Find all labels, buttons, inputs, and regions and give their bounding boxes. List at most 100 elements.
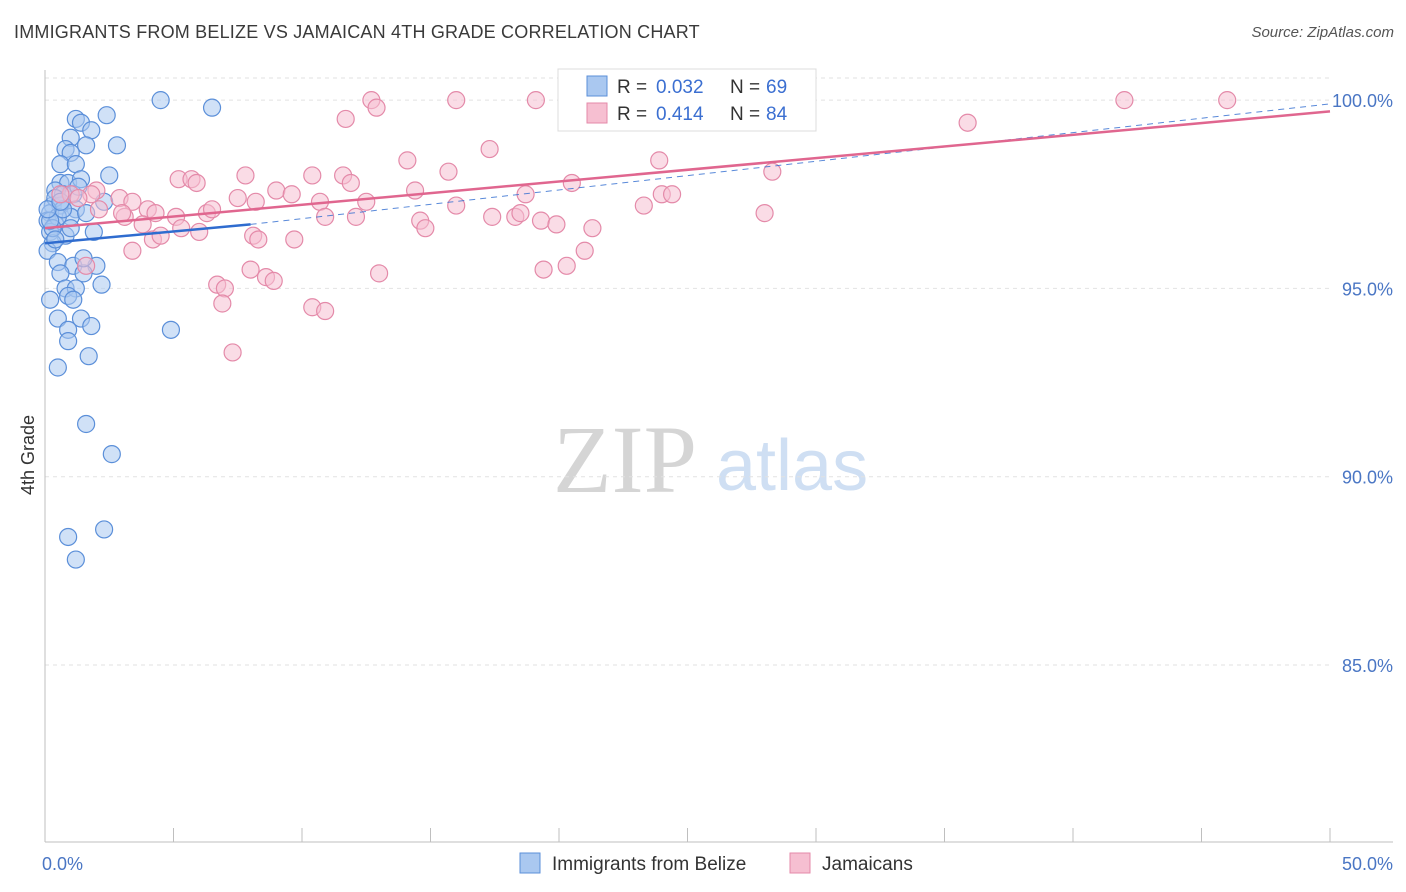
belize-point (151, 91, 170, 110)
jamaican-point (534, 260, 553, 279)
series-legend-label-jamaican: Jamaicans (822, 854, 913, 875)
jamaican-point (123, 192, 142, 211)
jamaican-trend-line (44, 110, 1331, 230)
belize-point (66, 550, 85, 569)
jamaican-point (958, 113, 977, 132)
jamaican-point (755, 204, 774, 223)
legend-swatch-belize (586, 75, 608, 97)
legend-r-label-jamaican: R = (617, 104, 647, 125)
belize-point (59, 332, 78, 351)
jamaican-point (77, 256, 96, 275)
jamaican-point (285, 230, 304, 249)
belize-point (48, 309, 67, 328)
legend-n-value-jamaican: 84 (766, 104, 788, 125)
jamaican-point (447, 196, 466, 215)
jamaican-point (215, 279, 234, 298)
jamaican-point (634, 196, 653, 215)
belize-point (95, 520, 114, 539)
jamaican-point (69, 188, 88, 208)
series-legend-label-belize: Immigrants from Belize (552, 854, 746, 875)
stats-legend: R = 0.032 N = 69 R = 0.414 N = 84 (557, 68, 817, 132)
belize-point (102, 445, 121, 464)
jamaican-point (336, 109, 355, 129)
jamaican-point (316, 301, 335, 321)
y-tick-label: 100.0% (1332, 91, 1393, 111)
jamaican-point (246, 192, 265, 211)
jamaican-point (405, 181, 425, 200)
series-legend-swatch-belize (519, 852, 541, 874)
jamaican-point (483, 207, 502, 226)
belize-point (79, 347, 98, 366)
legend-r-value-belize: 0.032 (656, 77, 704, 98)
legend-swatch-jamaican (586, 102, 608, 124)
jamaican-point (112, 204, 132, 223)
legend-n-label-belize: N = (730, 77, 760, 98)
jamaican-point (526, 91, 545, 110)
belize-point (64, 290, 83, 309)
belize-point (51, 155, 70, 174)
jamaican-point (662, 185, 682, 204)
jamaican-point (190, 222, 209, 242)
y-tick-label: 85.0% (1342, 656, 1393, 676)
jamaican-point (357, 192, 376, 211)
jamaican-point (1115, 91, 1134, 110)
legend-r-label-belize: R = (617, 77, 647, 98)
jamaican-point (447, 91, 466, 110)
jamaican-point (187, 173, 206, 193)
watermark: ZIP atlas (553, 406, 868, 513)
belize-point (82, 121, 101, 140)
belize-point (77, 414, 96, 434)
jamaican-point (370, 264, 389, 283)
belize-point (48, 358, 67, 377)
belize-point (82, 316, 101, 336)
jamaican-point (264, 271, 283, 290)
series-legend-swatch-jamaican (789, 852, 811, 874)
jamaican-point (367, 98, 386, 117)
legend-n-value-belize: 69 (766, 77, 787, 98)
belize-point (66, 155, 85, 174)
belize-point (61, 219, 80, 238)
jamaican-point (123, 241, 142, 260)
jamaican-point (341, 173, 360, 193)
source-credit: Source: ZipAtlas.com (1251, 24, 1394, 41)
y-axis-title: 4th Grade (18, 415, 38, 495)
jamaican-point (51, 185, 70, 204)
jamaican-point (650, 151, 669, 170)
belize-point (161, 320, 181, 339)
series-legend: Immigrants from Belize Jamaicans (519, 852, 913, 875)
y-tick-label: 90.0% (1342, 468, 1393, 488)
jamaican-point (1218, 91, 1237, 110)
belize-trend-line (44, 223, 251, 245)
jamaican-point (416, 219, 435, 238)
watermark-zip: ZIP (553, 406, 697, 513)
belize-point (97, 106, 116, 125)
grid (45, 77, 1330, 666)
jamaican-point (398, 151, 417, 170)
jamaican-point (236, 166, 255, 185)
jamaican-point (202, 200, 222, 219)
belize-points (38, 91, 222, 569)
jamaican-point (89, 200, 109, 219)
x-tick-label-min: 0.0% (42, 854, 83, 874)
jamaican-point (223, 343, 242, 362)
jamaican-point (303, 166, 322, 185)
jamaican-point (151, 226, 170, 245)
chart-title: IMMIGRANTS FROM BELIZE VS JAMAICAN 4TH G… (14, 22, 700, 42)
belize-point (107, 136, 127, 155)
belize-point (59, 527, 78, 547)
jamaican-point (547, 215, 566, 234)
jamaican-point (583, 219, 602, 238)
trend-lines (44, 103, 1331, 245)
jamaican-point (575, 241, 594, 260)
belize-point (46, 230, 65, 249)
jamaican-point (282, 185, 301, 204)
jamaican-point (172, 219, 191, 238)
jamaican-point (241, 260, 260, 279)
belize-point (202, 98, 222, 117)
jamaican-point (480, 139, 499, 159)
y-tick-label: 95.0% (1342, 279, 1393, 299)
jamaican-point (249, 230, 268, 249)
belize-point (92, 275, 111, 294)
legend-n-label-jamaican: N = (730, 104, 760, 125)
